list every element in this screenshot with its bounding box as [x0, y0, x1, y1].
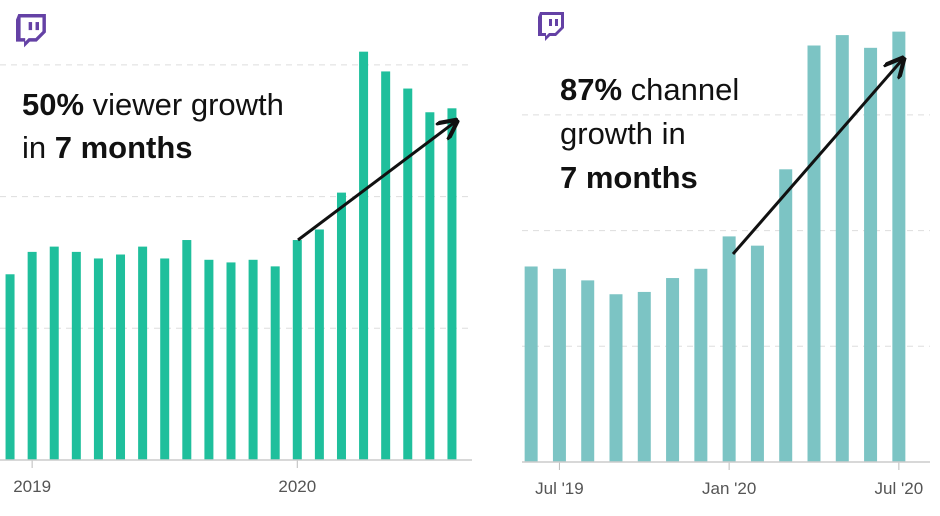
bar: [5, 274, 15, 460]
x-tick-label: Jul '19: [535, 479, 584, 498]
annotation-part: viewer growth: [84, 87, 284, 122]
bar: [835, 35, 849, 462]
bar: [403, 88, 413, 460]
bar: [637, 291, 651, 462]
bar: [864, 47, 878, 463]
x-tick-label: 2020: [278, 477, 316, 496]
trend-arrow: [297, 122, 455, 242]
bar: [226, 262, 236, 460]
annotation-part: in: [22, 130, 55, 165]
bar: [524, 266, 538, 462]
bar: [27, 251, 37, 460]
annotation-part: 7 months: [560, 160, 698, 195]
twitch-icon: [538, 12, 564, 41]
bar: [204, 259, 214, 460]
annotation: growth in: [560, 116, 686, 151]
bar: [779, 169, 793, 462]
x-tick-label: 2019: [13, 477, 51, 496]
bar: [182, 240, 192, 460]
annotation-part: growth in: [560, 116, 686, 151]
bar: [722, 236, 736, 462]
bar: [552, 268, 566, 462]
bar: [807, 45, 821, 462]
annotation: in 7 months: [22, 130, 193, 165]
x-tick-label: Jul '20: [875, 479, 924, 498]
bar: [49, 246, 59, 460]
annotation-part: 7 months: [55, 130, 193, 165]
annotation-part: channel: [622, 72, 739, 107]
x-tick-label: Jan '20: [702, 479, 756, 498]
bar: [892, 31, 906, 463]
bar: [71, 251, 81, 460]
annotation: 50% viewer growth: [22, 87, 284, 122]
bar: [381, 71, 391, 460]
bar: [93, 258, 103, 460]
bar: [694, 268, 708, 462]
annotation: 87% channel: [560, 72, 739, 107]
bar: [248, 259, 258, 460]
trend-arrow: [731, 60, 902, 255]
annotation-part: 50%: [22, 87, 84, 122]
bar: [160, 258, 170, 460]
bar: [314, 229, 324, 460]
twitch-icon: [16, 14, 46, 48]
bar: [750, 245, 764, 462]
bar: [138, 246, 148, 460]
bar: [336, 192, 346, 460]
annotation: 7 months: [560, 160, 698, 195]
bar: [359, 51, 369, 460]
bar: [292, 240, 302, 460]
bar: [425, 112, 435, 460]
bar: [116, 254, 126, 460]
bar: [447, 108, 457, 460]
bar: [581, 280, 595, 462]
bar: [270, 266, 280, 460]
annotation-part: 87%: [560, 72, 622, 107]
bar: [666, 278, 680, 462]
bar: [609, 294, 623, 462]
